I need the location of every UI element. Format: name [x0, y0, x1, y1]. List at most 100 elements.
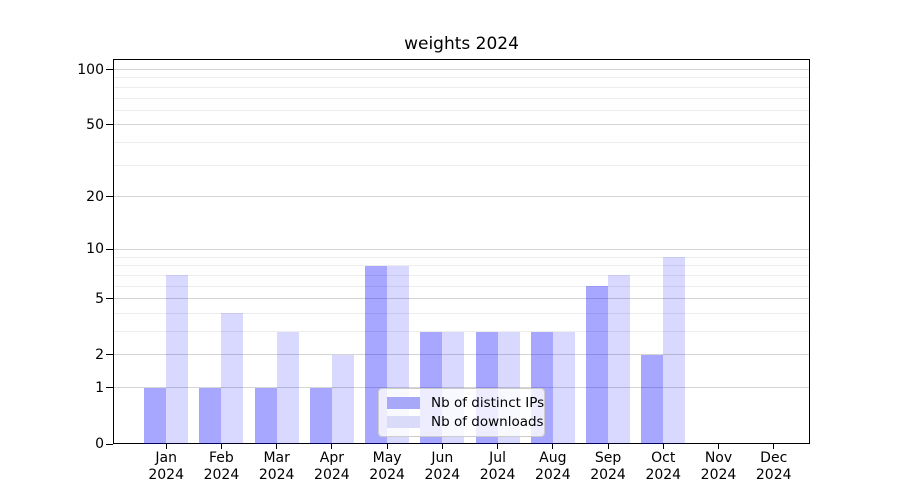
- minor-gridline: [114, 97, 809, 99]
- y-tick-label: 0: [95, 436, 104, 452]
- y-tick-label: 5: [95, 290, 104, 307]
- major-gridline: [114, 387, 809, 389]
- x-tick-mark: [441, 444, 443, 449]
- minor-gridline: [114, 109, 809, 111]
- x-tick-label: Mar 2024: [249, 450, 305, 484]
- x-tick-month: Jun: [431, 450, 454, 466]
- x-tick-month: Sep: [594, 450, 622, 466]
- x-tick-label: Oct 2024: [635, 450, 691, 484]
- minor-gridline: [114, 164, 809, 166]
- y-tick-mark: [106, 298, 113, 300]
- x-tick-year: 2024: [590, 467, 626, 483]
- x-tick-year: 2024: [534, 467, 571, 483]
- x-tick-year: 2024: [369, 467, 405, 483]
- bar-downloads-mar: [276, 331, 299, 444]
- x-tick-month: May: [372, 450, 402, 466]
- x-tick-mark: [552, 444, 554, 449]
- x-tick-year: 2024: [645, 467, 682, 483]
- major-gridline: [114, 248, 809, 250]
- x-tick-year: 2024: [424, 467, 461, 483]
- x-tick-year: 2024: [203, 467, 240, 483]
- y-tick-label: 50: [86, 116, 104, 133]
- x-tick-year: 2024: [479, 467, 516, 483]
- legend-label: Nb of distinct IPs: [431, 394, 545, 411]
- x-tick-label: Aug 2024: [525, 450, 581, 484]
- bar-downloads-oct: [663, 257, 686, 444]
- y-tick-mark: [106, 248, 113, 250]
- x-tick-mark: [497, 444, 499, 449]
- minor-gridline: [114, 274, 809, 276]
- legend-entry-downloads: Nb of downloads: [387, 414, 544, 430]
- legend-label: Nb of downloads: [431, 413, 544, 430]
- x-tick-year: 2024: [700, 467, 737, 483]
- y-tick-mark: [106, 69, 113, 71]
- x-tick-label: May 2024: [359, 450, 415, 484]
- x-tick-mark: [718, 444, 719, 449]
- x-tick-label: Jan 2024: [138, 450, 194, 484]
- x-tick-mark: [276, 444, 278, 449]
- minor-gridline: [114, 77, 809, 79]
- x-tick-label: Jul 2024: [470, 450, 526, 484]
- y-tick-mark: [106, 387, 113, 389]
- y-tick-mark: [106, 124, 113, 126]
- legend-swatch-distinct-ips: [387, 397, 420, 409]
- major-gridline: [114, 124, 809, 126]
- y-tick-label: 1: [95, 379, 104, 396]
- major-gridline: [114, 69, 809, 71]
- minor-gridline: [114, 331, 809, 333]
- bar-distinct-ips-jan: [144, 387, 167, 444]
- bar-downloads-jan: [166, 275, 189, 444]
- x-tick-year: 2024: [148, 467, 184, 483]
- y-tick-mark: [106, 354, 113, 356]
- legend-swatch-downloads: [387, 416, 420, 428]
- x-tick-mark: [607, 444, 609, 449]
- x-tick-mark: [220, 444, 222, 449]
- minor-gridline: [114, 86, 809, 88]
- bar-distinct-ips-oct: [641, 354, 664, 444]
- y-tick-mark: [106, 196, 113, 198]
- minor-gridline: [114, 312, 809, 314]
- minor-gridline: [114, 285, 809, 287]
- bar-downloads-sep: [608, 275, 631, 444]
- bar-distinct-ips-apr: [309, 387, 332, 444]
- x-tick-year: 2024: [314, 467, 350, 483]
- bar-downloads-apr: [331, 354, 354, 444]
- bar-distinct-ips-mar: [254, 387, 277, 444]
- chart-title: weights 2024: [404, 34, 519, 54]
- bar-downloads-feb: [221, 313, 244, 444]
- x-tick-label: Nov 2024: [691, 450, 747, 484]
- x-tick-month: Jul: [489, 450, 507, 466]
- x-tick-label: Apr 2024: [304, 450, 360, 484]
- x-tick-mark: [662, 444, 664, 449]
- x-tick-year: 2024: [258, 467, 295, 483]
- x-tick-mark: [165, 444, 167, 449]
- x-tick-month: Dec: [760, 450, 788, 466]
- x-tick-mark: [773, 444, 775, 449]
- x-tick-month: Nov: [704, 450, 733, 466]
- major-gridline: [114, 354, 809, 356]
- x-tick-label: Sep 2024: [580, 450, 636, 484]
- y-tick-label: 20: [86, 188, 104, 205]
- legend-entry-distinct-ips: Nb of distinct IPs: [387, 395, 544, 411]
- x-tick-year: 2024: [755, 467, 792, 483]
- x-tick-month: Aug: [539, 450, 567, 466]
- x-tick-label: Jun 2024: [414, 450, 470, 484]
- x-tick-month: Apr: [319, 450, 344, 466]
- bar-distinct-ips-sep: [586, 286, 609, 444]
- x-tick-month: Oct: [651, 450, 676, 466]
- bar-distinct-ips-feb: [199, 387, 222, 444]
- major-gridline: [114, 298, 809, 300]
- y-tick-label: 100: [77, 61, 104, 78]
- major-gridline: [114, 196, 809, 198]
- legend: Nb of distinct IPs Nb of downloads: [378, 388, 545, 437]
- x-tick-month: Jan: [155, 450, 177, 466]
- y-tick-label: 2: [95, 346, 104, 363]
- x-tick-mark: [386, 444, 388, 449]
- plot-area: [113, 59, 810, 444]
- x-tick-label: Feb 2024: [193, 450, 249, 484]
- bar-downloads-aug: [552, 331, 575, 444]
- minor-gridline: [114, 256, 809, 258]
- y-tick-label: 10: [86, 241, 104, 258]
- x-tick-month: Mar: [263, 450, 290, 466]
